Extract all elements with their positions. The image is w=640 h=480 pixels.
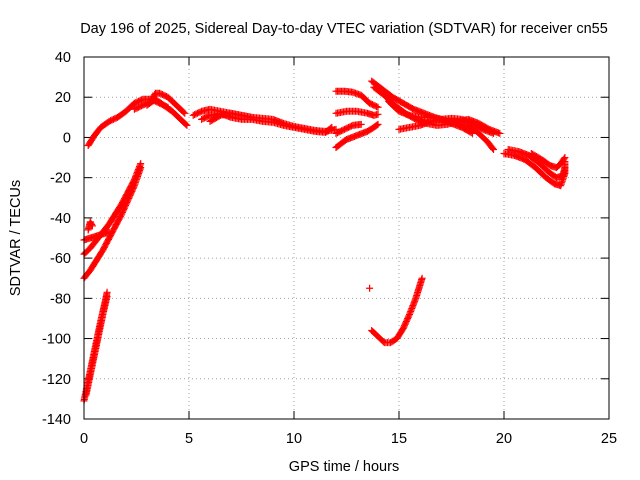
- x-tick-label: 0: [80, 431, 88, 447]
- data-point-arc-evening-3: [561, 154, 569, 162]
- data-point-arc-noon-high: [374, 103, 382, 111]
- y-tick-label: -140: [42, 412, 71, 428]
- y-tick-label: -100: [42, 332, 71, 348]
- y-tick-label: -120: [42, 372, 71, 388]
- axis-ticks: -140 -120 -100 -80 -60 -40 -20 0 20 40 0 5 10 15 20 25: [42, 50, 617, 447]
- data-point-arc-early-rise-3: [182, 120, 190, 128]
- data-point-arc-neg-flat: [105, 228, 113, 236]
- data-point-arc-neg-spike: [88, 222, 96, 230]
- data-point-arc-evening-3: [560, 155, 568, 163]
- data-point-arc-afternoon-dip: [418, 274, 426, 282]
- data-point-arc-deep-2: [103, 292, 111, 300]
- y-tick-label: -20: [50, 171, 71, 187]
- x-tick-label: 20: [496, 431, 512, 447]
- data-point-arc-noon-high: [373, 103, 381, 111]
- x-tick-label: 15: [391, 431, 407, 447]
- y-tick-label: 0: [63, 130, 71, 146]
- y-tick-label: 20: [55, 90, 71, 106]
- x-tick-label: 5: [185, 431, 193, 447]
- data-point-arc-evening-2: [561, 164, 569, 172]
- data-point-arc-afternoon-3: [490, 129, 497, 137]
- y-tick-label: -40: [50, 211, 71, 227]
- data-point-arc-early-rise-2: [181, 109, 189, 117]
- data-point-arc-neg-rise-2: [137, 160, 145, 168]
- data-point-arc-afternoon-1: [490, 146, 497, 154]
- x-axis-label: GPS time / hours: [289, 459, 399, 475]
- data-point-arc-midday-3: [248, 113, 256, 121]
- y-tick-label: 40: [55, 50, 71, 66]
- data-point-arc-afternoon-2: [496, 129, 504, 137]
- data-point-arc-afternoon-1: [489, 144, 497, 152]
- x-tick-label: 25: [601, 431, 617, 447]
- x-tick-label: 10: [286, 431, 302, 447]
- y-tick-label: -80: [50, 291, 71, 307]
- data-point-arc-noon-low-2: [357, 120, 365, 128]
- data-point-arc-afternoon-4: [469, 129, 476, 137]
- data-point-arc-noon-low: [373, 121, 381, 129]
- plot-frame: [83, 56, 610, 420]
- data-point-arc-noon-mid: [374, 110, 382, 118]
- data-point-arc-midday-2: [327, 124, 335, 132]
- grid: [84, 57, 609, 419]
- data-point-arc-noon-low: [374, 120, 382, 128]
- y-tick-label: -60: [50, 251, 71, 267]
- y-axis-label: SDTVAR / TECUs: [8, 180, 24, 296]
- data-point-arc-midday-2: [328, 123, 336, 131]
- data-point-arc-early-rise-3: [183, 121, 191, 129]
- chart-title: Day 196 of 2025, Sidereal Day-to-day VTE…: [80, 21, 608, 37]
- data-point-isolated-point: [366, 284, 374, 292]
- data-point-arc-early-rise-2: [180, 108, 188, 116]
- data-point-arc-afternoon-4: [467, 129, 475, 137]
- data-points: [80, 77, 569, 405]
- data-point-arc-neg-spike: [88, 221, 96, 229]
